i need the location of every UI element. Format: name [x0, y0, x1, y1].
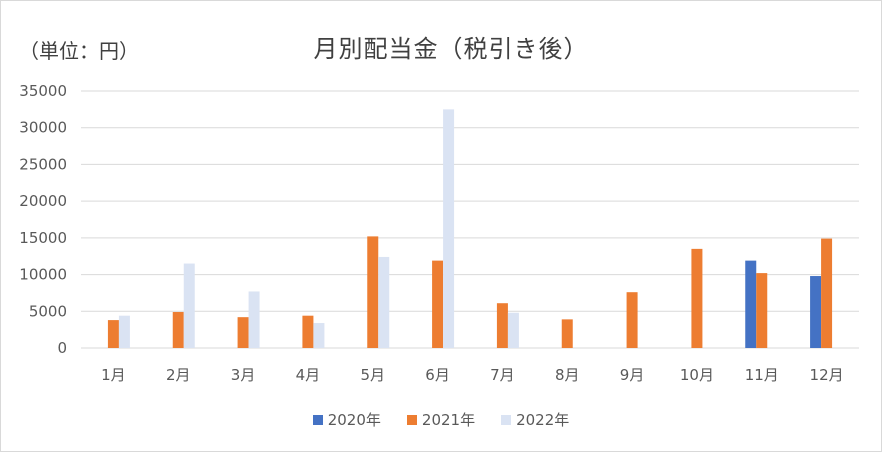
- bar-2020年-12月: [810, 276, 822, 348]
- y-tick-label: 30000: [19, 119, 67, 137]
- y-tick-label: 35000: [19, 82, 67, 100]
- x-tick-label: 3月: [231, 366, 256, 384]
- bar-2022年-5月: [378, 256, 390, 348]
- bar-2022年-2月: [183, 263, 195, 348]
- y-tick-label: 20000: [19, 192, 67, 210]
- legend-label: 2020年: [327, 411, 381, 429]
- unit-label: （単位：円）: [19, 39, 139, 63]
- x-tick-label: 5月: [360, 366, 385, 384]
- bar-2022年-1月: [118, 315, 130, 348]
- bar-2021年-3月: [237, 317, 249, 348]
- bar-2021年-8月: [561, 319, 573, 348]
- y-tick-label: 10000: [19, 266, 67, 284]
- x-tick-label: 7月: [490, 366, 515, 384]
- bar-2021年-10月: [691, 248, 703, 348]
- bar-2021年-12月: [821, 238, 833, 348]
- legend-item: 2021年: [406, 409, 476, 430]
- x-tick-label: 4月: [296, 366, 321, 384]
- bar-2021年-2月: [172, 312, 184, 348]
- y-tick-label: 25000: [19, 155, 67, 173]
- x-tick-label: 8月: [555, 366, 580, 384]
- legend: 2020年 2021年 2022年: [1, 409, 881, 430]
- legend-swatch: [406, 414, 417, 425]
- bar-2022年-3月: [248, 291, 260, 348]
- bar-2021年-6月: [432, 260, 444, 348]
- bar-2020年-11月: [745, 260, 757, 348]
- y-tick-label: 5000: [29, 302, 67, 320]
- y-tick-label: 0: [57, 339, 67, 357]
- bar-2022年-6月: [443, 109, 455, 348]
- bar-2022年-7月: [507, 312, 519, 348]
- bar-2021年-11月: [756, 273, 768, 348]
- bar-2021年-4月: [302, 315, 314, 348]
- bar-2021年-1月: [107, 320, 119, 348]
- legend-item: 2020年: [312, 409, 381, 430]
- x-tick-label: 10月: [680, 366, 714, 384]
- x-tick-label: 12月: [810, 366, 844, 384]
- x-tick-label: 1月: [101, 366, 126, 384]
- legend-label: 2022年: [516, 411, 570, 429]
- bar-2021年-9月: [626, 292, 638, 348]
- x-tick-label: 9月: [620, 366, 645, 384]
- legend-swatch: [312, 414, 323, 425]
- x-tick-label: 2月: [166, 366, 191, 384]
- legend-label: 2021年: [421, 411, 476, 429]
- legend-item: 2022年: [501, 409, 569, 430]
- bar-2021年-7月: [496, 303, 508, 348]
- legend-swatch: [501, 414, 512, 425]
- x-tick-label: 6月: [425, 366, 450, 384]
- x-tick-label: 11月: [745, 366, 779, 384]
- chart-title: 月別配当金（税引き後）: [313, 35, 589, 63]
- bar-2021年-5月: [367, 236, 379, 348]
- y-tick-label: 15000: [19, 229, 67, 247]
- bar-2022年-4月: [313, 323, 325, 348]
